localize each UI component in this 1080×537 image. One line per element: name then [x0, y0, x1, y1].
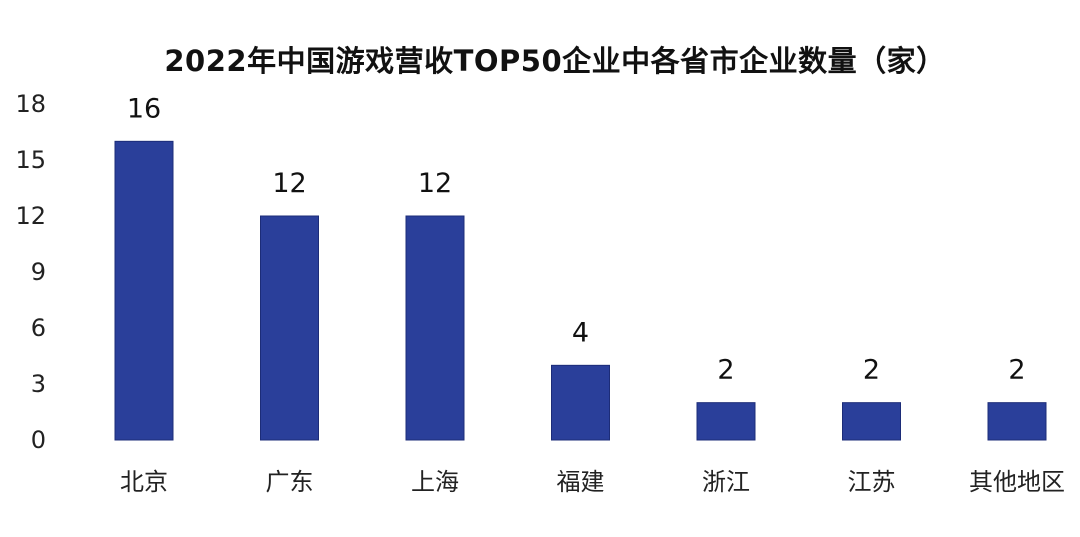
- bar-value-label: 2: [717, 355, 734, 386]
- category-labels-group: 北京 广东 上海 福建 浙江 江苏 其他地区: [120, 468, 1065, 496]
- y-tick-label: 18: [15, 90, 46, 118]
- bar-value-label: 12: [418, 168, 452, 199]
- bar: [405, 215, 465, 441]
- bar: [551, 364, 610, 441]
- bar: [696, 402, 756, 441]
- category-label: 福建: [557, 468, 605, 496]
- category-label: 广东: [266, 468, 314, 496]
- bar: [842, 402, 901, 441]
- y-tick-label: 6: [31, 314, 46, 342]
- bar-value-label: 2: [863, 355, 880, 386]
- y-tick-label: 15: [15, 146, 46, 174]
- y-axis-ticks: 0 3 6 9 12 15 18: [15, 90, 46, 454]
- category-label: 其他地区: [969, 468, 1065, 496]
- bar-value-label: 12: [272, 168, 306, 199]
- category-label: 上海: [411, 468, 459, 496]
- y-tick-label: 9: [31, 258, 46, 286]
- category-label: 浙江: [702, 468, 750, 496]
- chart-title: 2022年中国游戏营收TOP50企业中各省市企业数量（家）: [164, 44, 946, 78]
- bar-value-label: 2: [1008, 355, 1025, 386]
- bar: [114, 140, 174, 441]
- category-label: 江苏: [848, 468, 896, 496]
- data-labels-group: 16 12 12 4 2 2 2: [127, 93, 1026, 385]
- y-tick-label: 0: [31, 426, 46, 454]
- bar-value-label: 4: [572, 317, 589, 348]
- bar-value-label: 16: [127, 93, 161, 124]
- y-tick-label: 12: [15, 202, 46, 230]
- y-tick-label: 3: [31, 370, 46, 398]
- bar: [987, 402, 1047, 441]
- bar: [260, 215, 319, 441]
- category-label: 北京: [120, 468, 168, 496]
- bars-group: [114, 140, 1047, 441]
